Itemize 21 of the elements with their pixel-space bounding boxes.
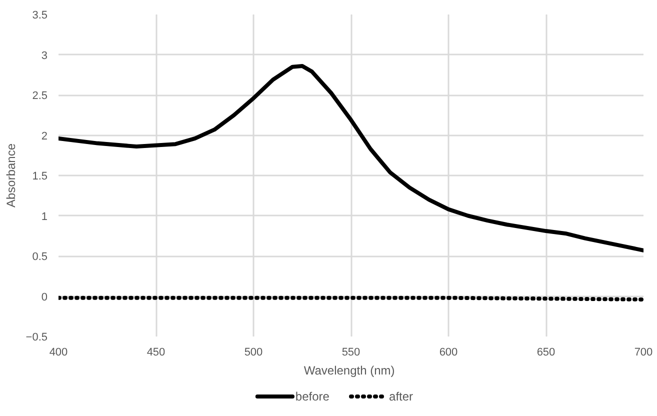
y-tick-label: 1	[41, 210, 48, 223]
legend-label: after	[389, 390, 414, 404]
x-tick-label: 550	[342, 346, 360, 358]
y-tick-label: 3	[41, 50, 48, 62]
y-tick-label: 3.5	[32, 10, 48, 22]
x-tick-label: 450	[146, 346, 166, 358]
y-tick-label: 2.5	[32, 90, 48, 102]
y-tick-label: 0	[41, 291, 48, 304]
x-tick-label: 500	[244, 346, 263, 358]
y-tick-label: 2	[41, 130, 48, 142]
x-tick-label: 400	[49, 346, 68, 358]
x-tick-label: 600	[439, 346, 458, 358]
line-series	[58, 64, 644, 252]
y-axis-title: Absorbance	[4, 143, 18, 208]
legend-label: before	[295, 390, 330, 404]
x-axis-title: Wavelength (nm)	[304, 364, 395, 378]
y-tick-label: 1.5	[32, 170, 48, 182]
x-tick-label: 700	[634, 346, 653, 358]
y-tick-label: −0.5	[26, 332, 48, 344]
y-tick-label: 0.5	[32, 251, 48, 263]
x-tick-label: 650	[536, 346, 556, 358]
